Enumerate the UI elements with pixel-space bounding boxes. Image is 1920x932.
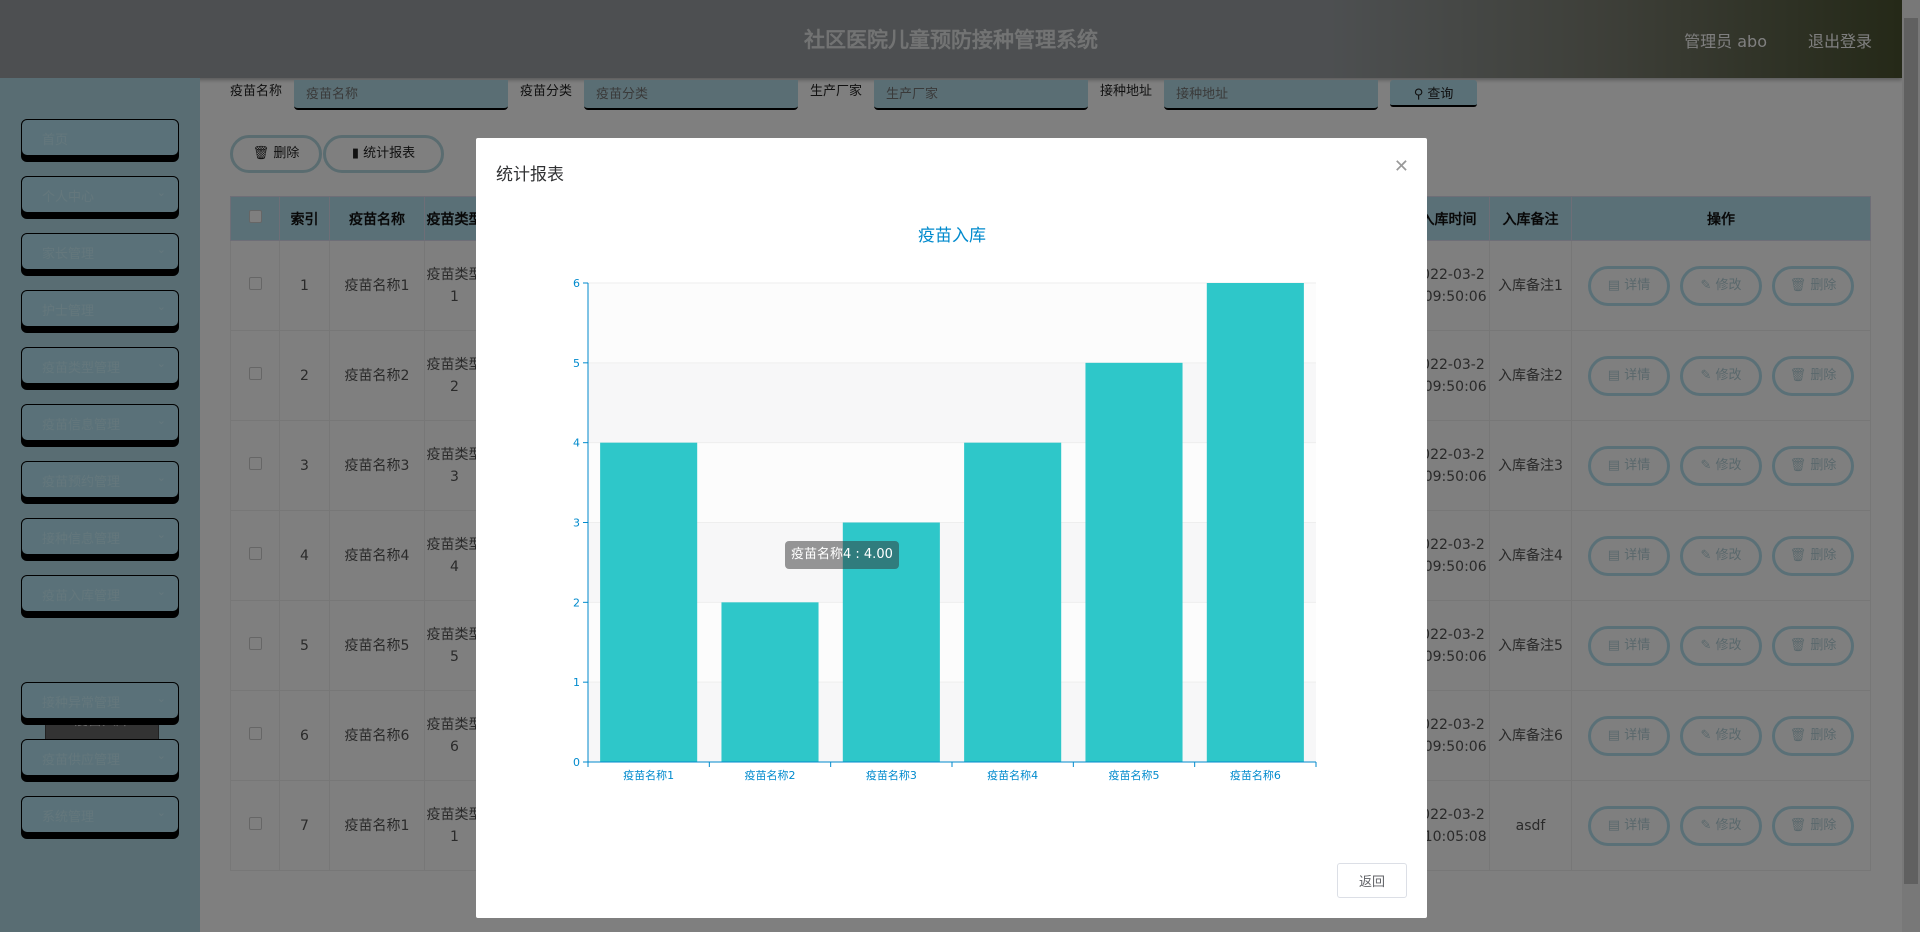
chart-title: 疫苗入库 — [918, 226, 986, 246]
x-tick-label: 疫苗名称3 — [866, 768, 917, 782]
y-tick-label: 1 — [573, 676, 580, 689]
bar — [721, 602, 819, 762]
dialog-title: 统计报表 — [496, 165, 564, 185]
bar — [1206, 283, 1304, 762]
bar-chart: 疫苗入库 0 1 2 3 4 5 6 疫苗名称1 疫苗名称2 疫苗名称3 疫苗名称4 疫苗名称5 疫苗名称… — [573, 226, 1317, 782]
split-area — [588, 602, 1316, 683]
x-tick-label: 疫苗名称2 — [745, 768, 796, 782]
x-tick-label: 疫苗名称4 — [987, 768, 1038, 782]
y-tick-label: 3 — [573, 517, 580, 530]
x-tick-label: 疫苗名称5 — [1109, 768, 1160, 782]
x-tick-label: 疫苗名称6 — [1230, 768, 1281, 782]
y-tick-label: 0 — [573, 756, 580, 769]
split-area — [588, 682, 1316, 762]
y-tick-label: 2 — [573, 596, 580, 609]
y-tick-label: 4 — [573, 437, 580, 450]
bar — [1085, 362, 1183, 762]
y-tick-label: 6 — [573, 277, 580, 290]
split-area — [588, 442, 1316, 523]
split-area — [588, 522, 1316, 603]
chart-tooltip: 疫苗名称4 : 4.00 — [785, 541, 899, 569]
back-button[interactable]: 返回 — [1337, 863, 1407, 898]
close-icon[interactable]: ✕ — [1393, 156, 1409, 177]
bar — [600, 442, 698, 762]
x-tick-label: 疫苗名称1 — [623, 768, 674, 782]
split-area — [588, 283, 1316, 363]
split-area — [588, 362, 1316, 443]
y-tick-label: 5 — [573, 357, 580, 370]
statistics-dialog: 疫苗入库 0 1 2 3 4 5 6 疫苗名称1 疫苗名称2 疫苗名称3 疫苗名称4 疫苗名称5 疫苗名称… — [476, 138, 1427, 918]
bar — [964, 442, 1062, 762]
